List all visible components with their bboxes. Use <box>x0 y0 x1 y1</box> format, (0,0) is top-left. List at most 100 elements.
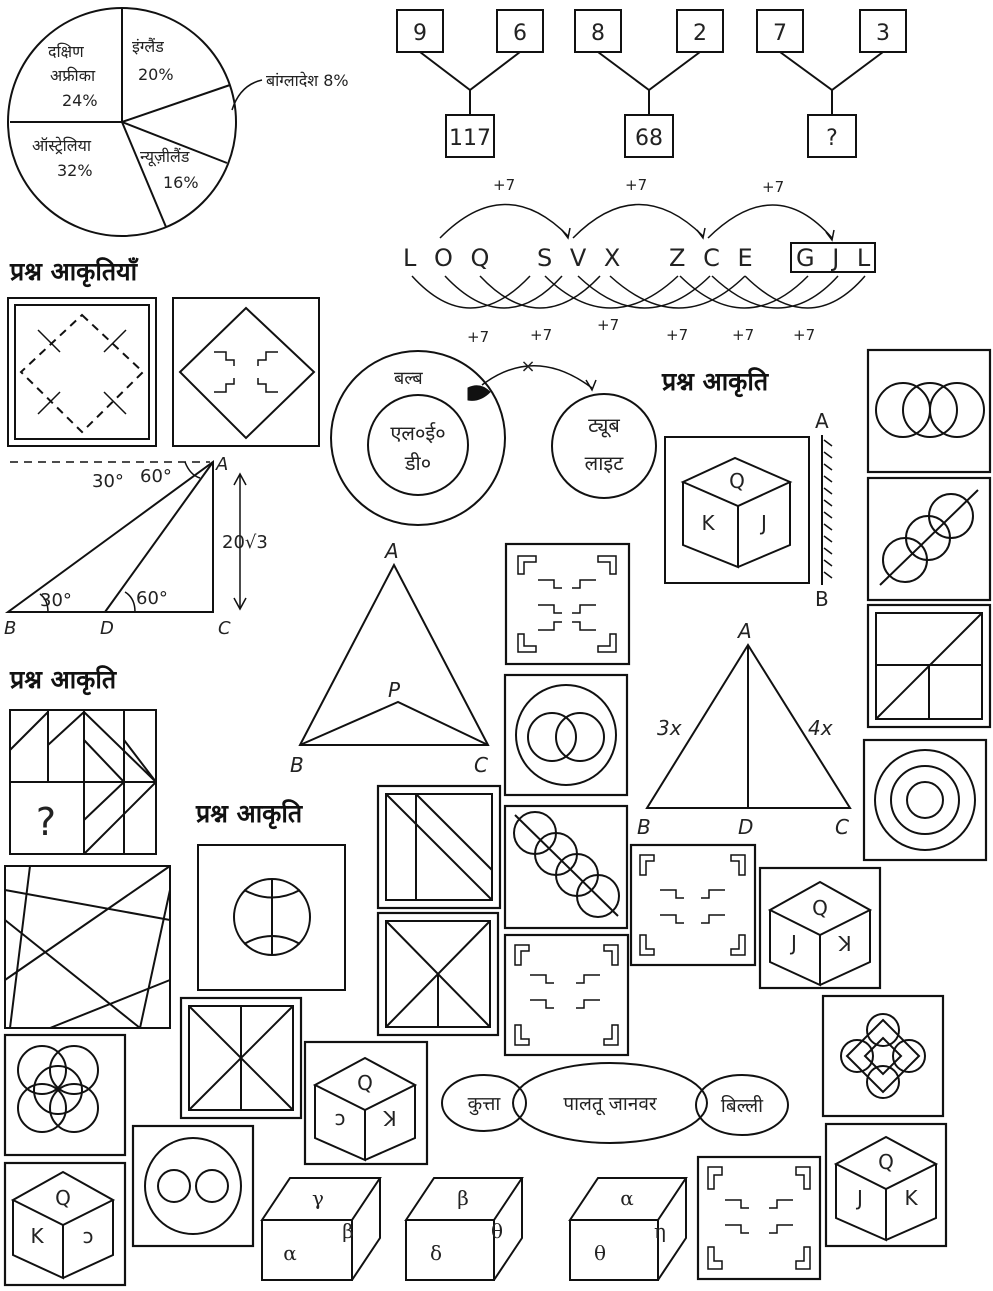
step-top-2: +7 <box>625 176 647 194</box>
cube3-right: K <box>383 1106 397 1130</box>
led-label-2: डी० <box>404 451 431 475</box>
tube-label-1: ट्यूब <box>588 413 620 438</box>
diagonal-rings-box <box>866 476 992 602</box>
venn-pet: पालतू जानवर <box>563 1093 658 1116</box>
mirror-top: A <box>815 409 829 433</box>
three-rings-box <box>866 348 992 474</box>
cube4-left: K <box>30 1224 44 1248</box>
point-a: A <box>215 454 228 475</box>
prism-3: α θ η <box>568 1177 688 1281</box>
bulb-label: बल्ब <box>394 368 423 389</box>
diamond-hooks-box <box>172 297 320 447</box>
step-bottom-1: +7 <box>467 328 489 346</box>
dashed-diamond-box <box>7 297 157 447</box>
step-bottom-4: +7 <box>666 326 688 344</box>
heading-question-figure-1: प्रश्न आकृति <box>661 367 770 398</box>
led-label-1: एल०ई० <box>390 421 445 445</box>
prism2-top: β <box>457 1186 469 1210</box>
cube5-left: J <box>855 1186 863 1210</box>
cube-box-3: Q ↄ K <box>303 1040 429 1166</box>
venn-cat: बिल्ली <box>721 1094 764 1117</box>
angle-60-bottom: 60° <box>136 588 168 609</box>
cross-mark: × <box>520 356 535 377</box>
heading-question-figure-2: प्रश्न आकृति <box>9 665 118 696</box>
pie-chart: इंग्लैंड 20% दक्षिण अफ्रीका 24% ऑस्ट्रेल… <box>7 7 349 237</box>
tri-p-a: A <box>383 539 399 563</box>
tube-label-2: लाइट <box>585 451 625 475</box>
tree-result-question: ? <box>826 126 838 151</box>
cube2-left: J <box>789 931 797 955</box>
tri-p-b: B <box>290 753 304 777</box>
prism-2: β δ θ <box>404 1177 524 1281</box>
pie-value-england: 20% <box>138 65 174 84</box>
tree-num-2: 2 <box>693 21 707 46</box>
grid-question-mark: ? <box>36 800 56 844</box>
x-cross-box <box>179 996 303 1120</box>
height-label: 20√3 <box>222 532 268 553</box>
tree-num-8: 8 <box>591 21 605 46</box>
tri-x-right: 4x <box>808 716 833 740</box>
venn-dog: कुत्ता <box>468 1093 502 1116</box>
cube3-top: Q <box>357 1071 373 1095</box>
pie-value-sa: 24% <box>62 91 98 110</box>
ball-box <box>197 844 346 991</box>
series-group-4: G J L <box>796 244 875 272</box>
prism1-front: α <box>283 1241 297 1265</box>
prism3-side: η <box>654 1219 666 1243</box>
tree-num-3: 3 <box>876 21 890 46</box>
two-rings-box <box>131 1124 255 1248</box>
hooks-box-3 <box>503 933 630 1057</box>
pie-label-bangladesh: बांग्लादेश 8% <box>266 71 349 90</box>
number-tree: 9 6 8 2 7 3 117 68 ? <box>396 9 907 158</box>
tri-x-d: D <box>738 815 753 839</box>
triangle-p: A P B C <box>290 539 490 777</box>
prism2-side: θ <box>491 1219 503 1243</box>
pie-value-nz: 16% <box>163 173 199 192</box>
step-bottom-5: +7 <box>732 326 754 344</box>
height-triangle: 30° 60° 30° 60° 20√3 A B D C <box>4 454 268 639</box>
heading-question-figures: प्रश्न आकृतियाँ <box>9 257 139 288</box>
mirror-bottom: B <box>815 587 829 611</box>
step-bottom-2: +7 <box>530 326 552 344</box>
cube-box-5: Q J K <box>824 1122 948 1248</box>
cube4-top: Q <box>55 1186 71 1210</box>
series-group-1: L O Q <box>403 244 494 272</box>
concentric-rings-box <box>862 738 988 862</box>
split-x-box <box>376 911 500 1037</box>
series-group-3: Z C E <box>669 244 758 272</box>
cube4-right: ↄ <box>83 1224 94 1248</box>
tree-result-68: 68 <box>635 126 663 151</box>
tree-result-117: 117 <box>449 126 491 151</box>
cube-box-4: Q K ↄ <box>3 1161 127 1287</box>
letter-series: L O Q S V X Z C E G J L +7 +7 +7 +7 +7 +… <box>403 176 876 346</box>
tri-p-p: P <box>388 678 401 702</box>
pie-label-sa-2: अफ्रीका <box>50 66 96 85</box>
step-top-1: +7 <box>493 176 515 194</box>
point-d: D <box>100 618 114 639</box>
cube3-left: ↄ <box>335 1106 346 1130</box>
chain-rings-box <box>503 804 629 930</box>
heading-question-figure-3: प्रश्न आकृति <box>195 799 304 830</box>
prism3-top: α <box>620 1186 634 1210</box>
pie-label-england: इंग्लैंड <box>132 37 164 56</box>
hooks-box-4 <box>696 1155 822 1281</box>
question-grid-box: ? <box>9 709 157 855</box>
pets-venn: कुत्ता पालतू जानवर बिल्ली <box>441 1062 789 1144</box>
two-rings-circle-box <box>503 673 629 797</box>
prism1-side: β <box>342 1219 354 1243</box>
bulb-venn: × बल्ब एल०ई० डी० ट्यूब लाइट <box>330 350 657 526</box>
crossing-lines-box <box>4 865 171 1029</box>
cube1-top: Q <box>729 469 745 493</box>
hooks-box-2 <box>629 843 757 967</box>
prism1-top: γ <box>312 1186 324 1210</box>
prism2-front: δ <box>430 1241 442 1265</box>
point-b: B <box>4 618 16 639</box>
tree-num-7: 7 <box>773 21 787 46</box>
prism-1: γ α β <box>260 1177 382 1281</box>
step-bottom-3: +7 <box>597 316 619 334</box>
prism3-front: θ <box>594 1241 606 1265</box>
tri-x-left: 3x <box>657 716 682 740</box>
tri-x-b: B <box>637 815 651 839</box>
cube1-right: J <box>759 511 767 535</box>
